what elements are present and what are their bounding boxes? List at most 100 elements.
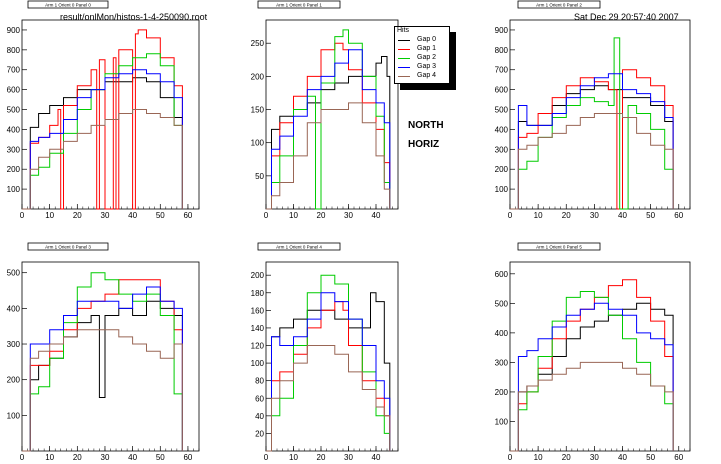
legend-swatch (398, 58, 410, 59)
timestamp-label: Sat Dec 29 20:57:40 2007 (574, 12, 679, 22)
y-tick-label: 600 (7, 86, 21, 95)
y-tick-label: 50 (255, 172, 264, 181)
x-tick-label: 40 (372, 211, 381, 220)
y-tick-label: 900 (7, 26, 21, 35)
x-tick-label: 40 (128, 453, 137, 462)
y-tick-label: 500 (495, 106, 509, 115)
x-tick-label: 10 (289, 453, 298, 462)
y-tick-label: 200 (251, 271, 265, 280)
histogram-series-gap-4 (510, 361, 674, 452)
legend-item: Gap 0 (397, 36, 447, 45)
horiz-label: HORIZ (408, 139, 440, 150)
y-tick-label: 150 (251, 106, 265, 115)
x-tick-label: 0 (20, 453, 25, 462)
y-tick-label: 500 (7, 106, 21, 115)
legend-item: Gap 4 (397, 72, 447, 81)
x-tick-label: 0 (264, 211, 269, 220)
histogram-series-gap-0 (22, 77, 183, 210)
plot-frame (21, 261, 200, 452)
y-tick-label: 400 (7, 304, 21, 313)
x-tick-label: 10 (45, 453, 54, 462)
x-tick-label: 20 (562, 453, 571, 462)
legend-label: Gap 0 (417, 36, 437, 43)
y-tick-label: 200 (251, 72, 265, 81)
histogram-series-gap-4 (22, 329, 183, 452)
y-tick-label: 500 (7, 269, 21, 278)
histogram-series-gap-4 (266, 345, 391, 452)
y-tick-label: 500 (495, 299, 509, 308)
legend-label: Gap 2 (417, 54, 437, 61)
y-tick-label: 60 (255, 394, 264, 403)
panel-title: Arm 1 Orient 0 Panel 5 (536, 245, 582, 250)
y-tick-label: 400 (495, 329, 509, 338)
panel-title-box (257, 0, 341, 9)
legend-label: Gap 3 (417, 63, 437, 70)
legend-title: Hits (397, 27, 410, 34)
x-tick-label: 10 (289, 211, 298, 220)
panel-title: Arm 1 Orient 0 Panel 1 (276, 3, 322, 8)
y-tick-label: 40 (255, 412, 264, 421)
panel-title-box (517, 0, 601, 9)
plot-frame (509, 19, 691, 210)
y-tick-label: 400 (495, 125, 509, 134)
y-tick-label: 250 (251, 39, 265, 48)
panel-title: Arm 1 Orient 0 Panel 3 (45, 245, 91, 250)
histogram-series-gap-2 (510, 291, 674, 452)
x-tick-label: 20 (317, 211, 326, 220)
histogram-series-gap-0 (510, 302, 674, 452)
y-tick-label: 600 (495, 270, 509, 279)
histogram-series-gap-2 (510, 37, 674, 210)
panel-title-box (257, 242, 341, 251)
histogram-series-gap-0 (22, 300, 183, 452)
histogram-series-gap-1 (266, 301, 391, 452)
y-tick-label: 200 (495, 388, 509, 397)
legend-item: Gap 2 (397, 54, 447, 63)
x-tick-label: 30 (344, 211, 353, 220)
x-tick-label: 60 (674, 211, 683, 220)
histogram-series-gap-2 (22, 272, 183, 452)
histogram-series-gap-3 (266, 49, 391, 210)
panel-title: Arm 1 Orient 0 Panel 0 (45, 3, 91, 8)
y-tick-label: 20 (255, 429, 264, 438)
x-tick-label: 20 (317, 453, 326, 462)
panel-title-box (27, 242, 109, 251)
x-tick-label: 50 (156, 453, 165, 462)
y-tick-label: 100 (7, 185, 21, 194)
y-tick-label: 800 (495, 46, 509, 55)
x-tick-label: 10 (534, 453, 543, 462)
north-label: NORTH (408, 120, 444, 131)
y-tick-label: 300 (495, 358, 509, 367)
y-tick-label: 900 (495, 26, 509, 35)
y-tick-label: 100 (495, 185, 509, 194)
x-tick-label: 30 (590, 453, 599, 462)
y-tick-label: 300 (7, 340, 21, 349)
legend-swatch (398, 67, 410, 68)
legend-swatch (398, 49, 410, 50)
y-tick-label: 200 (495, 165, 509, 174)
histogram-series-gap-3 (22, 69, 183, 210)
y-tick-label: 700 (495, 66, 509, 75)
legend-label: Gap 4 (417, 72, 437, 79)
x-tick-label: 20 (73, 453, 82, 462)
legend-box: Hits Gap 0 Gap 1 Gap 2 Gap 3 Gap 4 (394, 26, 450, 84)
histogram-series-gap-3 (266, 292, 391, 452)
y-tick-label: 140 (251, 324, 265, 333)
histogram-series-gap-0 (266, 56, 391, 210)
legend-item: Gap 3 (397, 63, 447, 72)
y-tick-label: 400 (7, 125, 21, 134)
histogram-series-gap-2 (22, 53, 183, 210)
x-tick-label: 40 (372, 453, 381, 462)
plot-frame (21, 19, 200, 210)
x-tick-label: 0 (508, 211, 513, 220)
y-tick-label: 100 (251, 359, 265, 368)
x-tick-label: 50 (156, 211, 165, 220)
x-tick-label: 0 (20, 211, 25, 220)
x-tick-label: 30 (344, 453, 353, 462)
plot-frame (509, 261, 691, 452)
x-tick-label: 10 (45, 211, 54, 220)
histogram-series-gap-0 (510, 85, 674, 210)
histogram-series-gap-4 (266, 102, 391, 210)
y-tick-label: 100 (7, 411, 21, 420)
y-tick-label: 120 (251, 342, 265, 351)
